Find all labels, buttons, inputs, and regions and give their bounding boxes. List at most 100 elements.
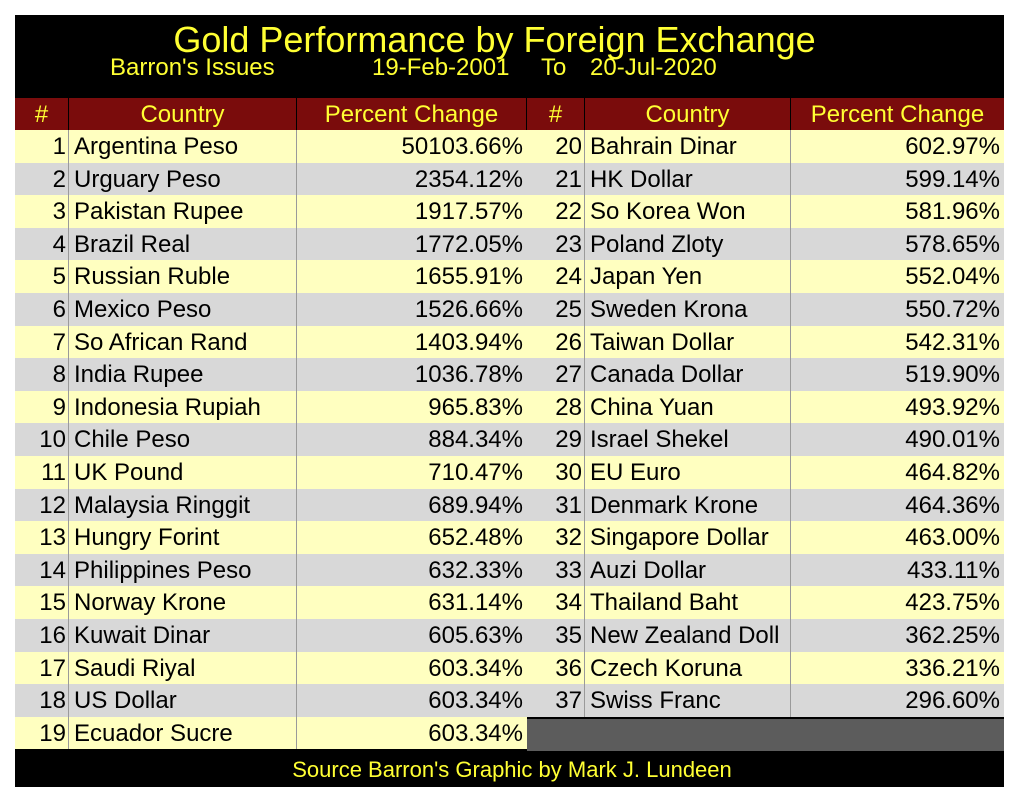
country-cell: Urguary Peso (69, 162, 297, 196)
rank-cell: 37 (527, 684, 585, 717)
table-row: 4 Brazil Real 1772.05% (15, 227, 527, 261)
percent-change-cell: 336.21% (905, 654, 1000, 682)
percent-change-cell: 50103.66% (401, 133, 523, 160)
percent-change-cell: 542.31% (905, 328, 1000, 356)
header-percent-right: Percent Change (810, 101, 985, 128)
table-row: 21 HK Dollar 599.14% (527, 162, 1004, 196)
percent-change-cell: 965.83% (428, 393, 523, 421)
percent-change-cell: 689.94% (428, 491, 523, 519)
percent-change-cell: 603.34% (428, 687, 523, 715)
rank-cell: 7 (15, 325, 69, 359)
table-row: 26 Taiwan Dollar 542.31% (527, 325, 1004, 359)
percent-change-cell: 578.65% (905, 230, 1000, 258)
table-row: 1 Argentina Peso 50103.66% (15, 130, 527, 163)
date-to: 20-Jul-2020 (590, 54, 717, 81)
percent-change-cell: 603.34% (428, 654, 523, 682)
source-credit: Source Barron's Graphic by Mark J. Lunde… (292, 757, 732, 782)
subtitle-issues: Barron's Issues (110, 54, 275, 81)
rank-cell: 2 (15, 162, 69, 196)
empty-cell-block (527, 719, 1004, 751)
rank-cell: 30 (527, 456, 585, 489)
country-cell: Singapore Dollar (585, 521, 791, 554)
table-row: 8 India Rupee 1036.78% (15, 358, 527, 391)
rank-cell: 33 (527, 553, 585, 587)
country-cell: Saudi Riyal (69, 651, 297, 685)
header-country-right: Country (585, 98, 791, 130)
country-cell: Taiwan Dollar (585, 325, 791, 359)
table-row: 16 Kuwait Dinar 605.63% (15, 619, 527, 652)
percent-change-cell: 464.36% (905, 491, 1000, 519)
country-cell: India Rupee (69, 358, 297, 391)
percent-change-cell: 550.72% (905, 296, 1000, 323)
percent-change-cell: 599.14% (905, 165, 1000, 193)
rank-cell: 15 (15, 586, 69, 619)
country-cell: Indonesia Rupiah (69, 390, 297, 424)
table-row: 35 New Zealand Doll 362.25% (527, 619, 1004, 652)
table-row: 24 Japan Yen 552.04% (527, 260, 1004, 293)
percent-change-cell: 1036.78% (414, 361, 523, 389)
table-row: 18 US Dollar 603.34% (15, 684, 527, 717)
rank-cell: 28 (527, 390, 585, 424)
rank-cell: 32 (527, 521, 585, 554)
date-from: 19-Feb-2001 (372, 54, 510, 81)
rank-cell: 4 (15, 227, 69, 261)
country-cell: Brazil Real (69, 227, 297, 261)
table-row: 5 Russian Ruble 1655.91% (15, 260, 527, 293)
table-row: 29 Israel Shekel 490.01% (527, 423, 1004, 456)
country-cell: Pakistan Rupee (69, 195, 297, 228)
rank-cell: 25 (527, 293, 585, 326)
country-cell: New Zealand Doll (585, 619, 791, 652)
percent-change-cell: 433.11% (907, 556, 1000, 584)
country-cell: Kuwait Dinar (69, 619, 297, 652)
country-cell: Canada Dollar (585, 358, 791, 391)
table-row: 32 Singapore Dollar 463.00% (527, 521, 1004, 554)
date-to-word: To (541, 54, 567, 81)
country-cell: HK Dollar (585, 162, 791, 196)
rank-cell: 1 (15, 130, 69, 163)
table-row: 25 Sweden Krona 550.72% (527, 293, 1004, 326)
country-cell: Czech Koruna (585, 651, 791, 685)
percent-change-cell: 884.34% (428, 426, 523, 454)
rank-cell: 35 (527, 619, 585, 652)
table-row: 33 Auzi Dollar 433.11% (527, 553, 1004, 587)
header-percent-left: Percent Change (297, 98, 527, 130)
country-cell: Sweden Krona (585, 293, 791, 326)
rank-cell: 12 (15, 488, 69, 522)
percent-change-cell: 605.63% (428, 622, 523, 649)
rank-cell: 26 (527, 325, 585, 359)
table-row: 34 Thailand Baht 423.75% (527, 586, 1004, 619)
table-row: 28 China Yuan 493.92% (527, 390, 1004, 424)
percent-change-cell: 632.33% (428, 556, 523, 584)
country-cell: US Dollar (69, 684, 297, 717)
country-cell: Russian Ruble (69, 260, 297, 293)
rank-cell: 6 (15, 293, 69, 326)
percent-change-cell: 362.25% (905, 622, 1000, 649)
table-row: 10 Chile Peso 884.34% (15, 423, 527, 456)
country-cell: Hungry Forint (69, 521, 297, 554)
country-cell: Thailand Baht (585, 586, 791, 619)
percent-change-cell: 296.60% (905, 687, 1000, 715)
country-cell: Chile Peso (69, 423, 297, 456)
table-row: 22 So Korea Won 581.96% (527, 195, 1004, 228)
rank-cell: 8 (15, 358, 69, 391)
rank-cell: 10 (15, 423, 69, 456)
rank-cell: 22 (527, 195, 585, 228)
country-cell: Mexico Peso (69, 293, 297, 326)
rank-cell: 31 (527, 488, 585, 522)
table-row: 36 Czech Koruna 336.21% (527, 651, 1004, 685)
rank-cell: 5 (15, 260, 69, 293)
percent-change-cell: 652.48% (428, 524, 523, 552)
table-row: 7 So African Rand 1403.94% (15, 325, 527, 359)
chart-title: Gold Performance by Foreign Exchange (173, 19, 816, 60)
table-row: 2 Urguary Peso 2354.12% (15, 162, 527, 196)
country-cell: UK Pound (69, 456, 297, 489)
table-row: 19 Ecuador Sucre 603.34% (15, 716, 527, 750)
header-num-right: # (527, 98, 585, 130)
percent-change-cell: 603.34% (428, 719, 523, 747)
table-row: 15 Norway Krone 631.14% (15, 586, 527, 619)
percent-change-cell: 2354.12% (414, 165, 523, 193)
percent-change-cell: 1403.94% (414, 328, 523, 356)
rank-cell: 24 (527, 260, 585, 293)
country-cell: Philippines Peso (69, 553, 297, 587)
header-num-left: # (15, 98, 69, 130)
